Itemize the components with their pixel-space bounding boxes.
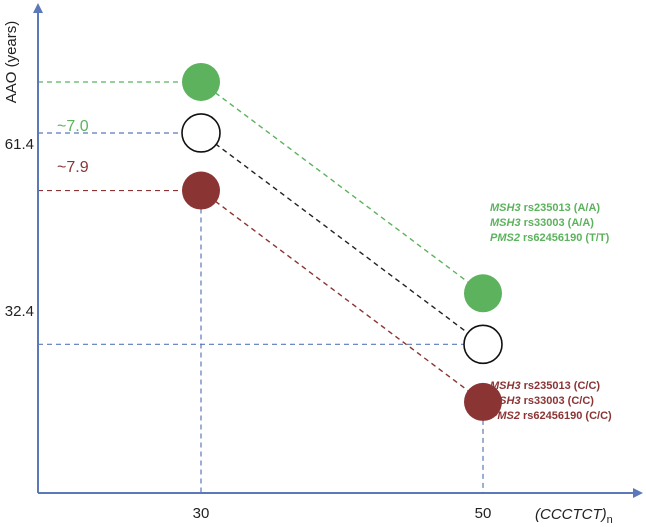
green-genotype-line: MSH3 rs235013 (A/A)	[490, 202, 600, 214]
green-genotype-line: MSH3 rs33003 (A/A)	[490, 217, 594, 229]
x-tick-label: 50	[475, 505, 492, 522]
variant-text: rs33003 (A/A)	[521, 217, 595, 229]
red-genotype-legend: MSH3 rs235013 (C/C)MSH3 rs33003 (C/C)PMS…	[490, 380, 612, 422]
x-tick-label: 30	[193, 505, 210, 522]
red-series-line	[200, 189, 484, 403]
red-genotype-line: PMS2 rs62456190 (C/C)	[490, 410, 612, 422]
y-tick-label: 32.4	[5, 303, 34, 320]
red-data-point	[464, 382, 502, 421]
reference-data-point	[463, 324, 503, 365]
green-genotype-legend: MSH3 rs235013 (A/A)MSH3 rs33003 (A/A)PMS…	[490, 202, 610, 244]
green-data-point	[182, 62, 220, 101]
green-genotype-line: PMS2 rs62456190 (T/T)	[490, 232, 610, 244]
y-tick-labels: 61.4 32.4	[5, 136, 34, 320]
variant-text: rs235013 (C/C)	[521, 380, 601, 392]
data-points	[181, 62, 503, 421]
green-delta-label: ~7.0	[57, 118, 89, 135]
series-connector-lines	[200, 81, 484, 403]
x-axis-label: (CCCTCT)n	[535, 506, 613, 526]
variant-text: rs33003 (C/C)	[521, 395, 595, 407]
reference-series-line	[200, 132, 484, 345]
y-tick-label: 61.4	[5, 136, 34, 153]
gene-name: MSH3	[490, 380, 521, 392]
gene-name: MSH3	[490, 217, 521, 229]
red-data-point	[182, 171, 220, 210]
green-series-line	[200, 81, 484, 294]
variant-text: rs235013 (A/A)	[521, 202, 601, 214]
red-genotype-line: MSH3 rs235013 (C/C)	[490, 380, 600, 392]
green-data-point	[464, 274, 502, 313]
x-tick-labels: 30 50	[193, 505, 492, 522]
x-axis-label-subscript: n	[607, 514, 613, 526]
gene-name: PMS2	[490, 232, 520, 244]
red-delta-label: ~7.9	[57, 159, 89, 176]
variant-text: rs62456190 (T/T)	[520, 232, 610, 244]
red-genotype-line: MSH3 rs33003 (C/C)	[490, 395, 594, 407]
reference-data-point	[181, 113, 221, 153]
y-axis-label: AAO (years)	[3, 21, 20, 104]
gene-name: PMS2	[490, 410, 520, 422]
gene-name: MSH3	[490, 202, 521, 214]
x-axis-label-main: (CCCTCT)	[535, 506, 607, 523]
variant-text: rs62456190 (C/C)	[520, 410, 612, 422]
gene-name: MSH3	[490, 395, 521, 407]
guide-lines	[38, 81, 484, 493]
